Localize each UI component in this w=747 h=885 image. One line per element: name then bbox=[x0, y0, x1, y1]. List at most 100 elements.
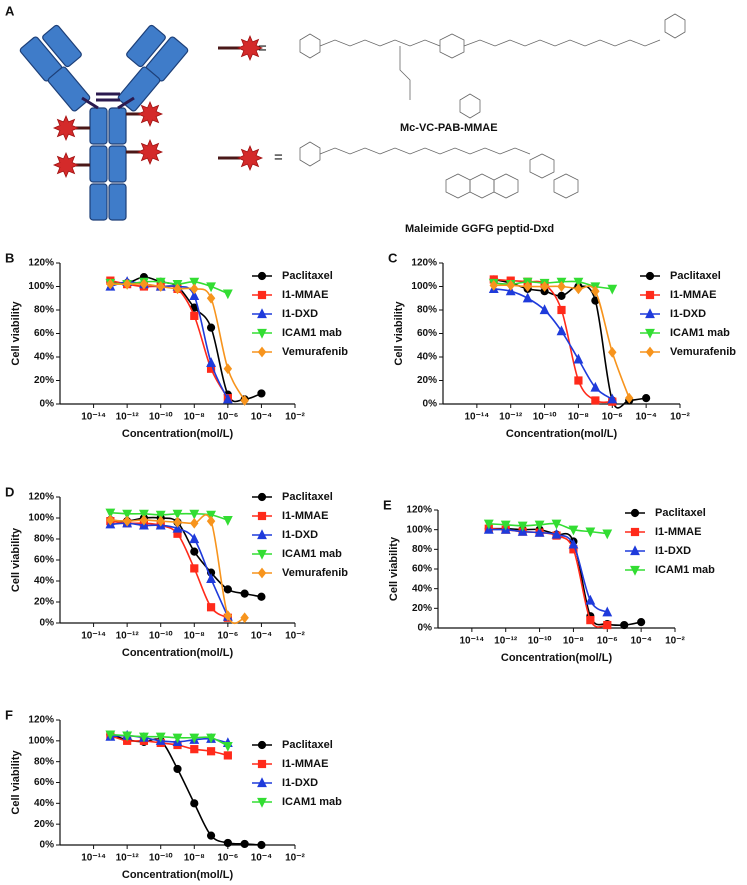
point bbox=[189, 290, 200, 300]
y-tick-label: 100% bbox=[28, 281, 54, 292]
point bbox=[602, 606, 613, 617]
y-tick-label: 80% bbox=[34, 534, 54, 545]
legend-label: ICAM1 mab bbox=[282, 327, 342, 339]
ring bbox=[445, 173, 471, 199]
chain bbox=[399, 46, 411, 100]
point bbox=[585, 594, 596, 605]
chem-structure bbox=[299, 13, 686, 199]
legend-label: I1-MMAE bbox=[655, 526, 701, 538]
legend-label: ICAM1 mab bbox=[282, 548, 342, 560]
y-tick-label: 20% bbox=[412, 603, 432, 614]
ring bbox=[469, 173, 495, 199]
legend-marker bbox=[257, 271, 267, 281]
chain bbox=[319, 39, 441, 47]
x-tick-label: 10⁻¹² bbox=[116, 631, 140, 642]
y-tick-label: 40% bbox=[34, 576, 54, 587]
point bbox=[190, 311, 199, 320]
payload-star bbox=[52, 114, 80, 142]
point bbox=[105, 730, 116, 741]
y-tick-label: 80% bbox=[417, 305, 437, 316]
point bbox=[620, 620, 629, 630]
point bbox=[240, 589, 249, 598]
x-tick-label: 10⁻¹⁰ bbox=[533, 412, 557, 423]
antibody-domain bbox=[47, 66, 91, 112]
legend-marker bbox=[257, 740, 267, 750]
legend-label: Paclitaxel bbox=[282, 491, 333, 503]
x-axis-label: Concentration(mol/L) bbox=[501, 652, 613, 664]
point bbox=[172, 509, 183, 520]
x-tick-label: 10⁻⁴ bbox=[251, 631, 272, 642]
linker-name: Maleimide GGFG peptid-Dxd bbox=[405, 223, 554, 235]
point bbox=[173, 764, 182, 774]
charts: B 0% 20% 40% 60% 80% 100% 120% 10⁻¹⁴ 10⁻¹² 10⁻¹⁰ 10… bbox=[5, 250, 736, 880]
payload-star bbox=[52, 151, 80, 179]
x-tick-label: 10⁻⁸ bbox=[568, 412, 589, 423]
point bbox=[206, 747, 216, 756]
ring bbox=[299, 33, 321, 59]
payload-star bbox=[136, 138, 164, 166]
point bbox=[608, 346, 617, 358]
point bbox=[106, 278, 115, 290]
payloads bbox=[52, 34, 264, 179]
point bbox=[624, 392, 634, 404]
antibody-domain bbox=[89, 183, 108, 221]
antibody-domain bbox=[126, 24, 166, 68]
panel-label: F bbox=[5, 707, 13, 722]
y-axis-label: Cell viability bbox=[10, 527, 22, 592]
point bbox=[257, 389, 266, 398]
chain bbox=[319, 147, 531, 155]
ring bbox=[493, 173, 519, 199]
legend-marker bbox=[257, 346, 267, 358]
fit-curve bbox=[110, 276, 262, 403]
y-tick-label: 120% bbox=[411, 258, 437, 269]
legend-marker bbox=[257, 567, 267, 579]
y-tick-label: 80% bbox=[34, 756, 54, 767]
legend-label: I1-DXD bbox=[282, 308, 318, 320]
point bbox=[206, 323, 216, 332]
point bbox=[607, 393, 618, 404]
point bbox=[257, 592, 266, 601]
point bbox=[240, 612, 249, 624]
point bbox=[189, 509, 200, 520]
panel-label: E bbox=[383, 497, 392, 512]
point bbox=[223, 838, 232, 848]
y-tick-label: 100% bbox=[406, 524, 432, 535]
legend-label: ICAM1 mab bbox=[655, 564, 715, 576]
point bbox=[190, 799, 199, 808]
equals: = bbox=[274, 149, 283, 166]
legend-label: Paclitaxel bbox=[655, 507, 706, 519]
legend-label: ICAM1 mab bbox=[282, 796, 342, 808]
antibody bbox=[19, 24, 189, 221]
antibody-domain bbox=[108, 107, 127, 145]
point bbox=[223, 751, 232, 760]
point bbox=[557, 291, 566, 300]
point bbox=[557, 281, 566, 292]
panel-a: A = = bbox=[5, 3, 686, 235]
chart: E 0% 20% 40% 60% 80% 100% 120% 10⁻¹⁴ 10⁻¹² 10⁻¹⁰ 10… bbox=[383, 497, 715, 663]
x-tick-label: 10⁻⁶ bbox=[217, 631, 238, 642]
point bbox=[506, 279, 515, 291]
point bbox=[603, 620, 612, 630]
y-tick-label: 60% bbox=[412, 564, 432, 575]
x-axis-label: Concentration(mol/L) bbox=[506, 428, 618, 440]
point bbox=[500, 520, 511, 531]
point bbox=[574, 376, 583, 385]
point bbox=[139, 509, 149, 520]
y-tick-label: 0% bbox=[40, 840, 55, 851]
point bbox=[489, 279, 499, 291]
point bbox=[574, 283, 583, 295]
point bbox=[534, 520, 545, 531]
x-axis-label: Concentration(mol/L) bbox=[122, 647, 234, 659]
y-tick-label: 0% bbox=[418, 623, 433, 634]
y-tick-label: 100% bbox=[411, 281, 437, 292]
legend-marker bbox=[645, 346, 655, 358]
y-tick-label: 120% bbox=[28, 258, 54, 269]
legend-label: I1-MMAE bbox=[282, 758, 328, 770]
legend-marker bbox=[257, 308, 267, 319]
chart: D 0% 20% 40% 60% 80% 100% 120% 10⁻¹⁴ 10⁻¹² 10⁻¹⁰ 10… bbox=[5, 484, 348, 658]
point bbox=[155, 510, 166, 521]
legend-marker bbox=[257, 797, 267, 808]
point bbox=[190, 547, 199, 556]
chart: B 0% 20% 40% 60% 80% 100% 120% 10⁻¹⁴ 10⁻¹² 10⁻¹⁰ 10… bbox=[5, 250, 348, 439]
point bbox=[155, 732, 166, 743]
